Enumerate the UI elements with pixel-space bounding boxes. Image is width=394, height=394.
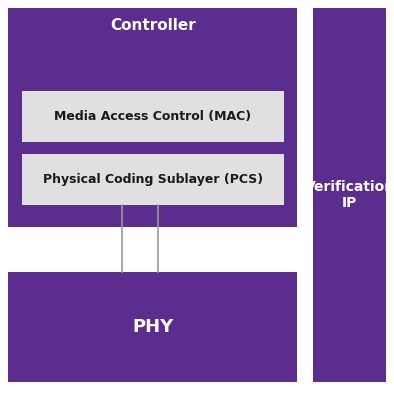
Text: Verification
IP: Verification IP <box>305 180 394 210</box>
FancyBboxPatch shape <box>22 154 284 205</box>
FancyBboxPatch shape <box>22 91 284 142</box>
FancyBboxPatch shape <box>8 227 297 272</box>
Text: Physical Coding Sublayer (PCS): Physical Coding Sublayer (PCS) <box>43 173 263 186</box>
FancyBboxPatch shape <box>8 272 297 382</box>
Text: PHY: PHY <box>132 318 173 336</box>
Text: Media Access Control (MAC): Media Access Control (MAC) <box>54 110 251 123</box>
FancyBboxPatch shape <box>313 8 386 382</box>
Text: Controller: Controller <box>110 18 195 33</box>
FancyBboxPatch shape <box>8 8 297 227</box>
